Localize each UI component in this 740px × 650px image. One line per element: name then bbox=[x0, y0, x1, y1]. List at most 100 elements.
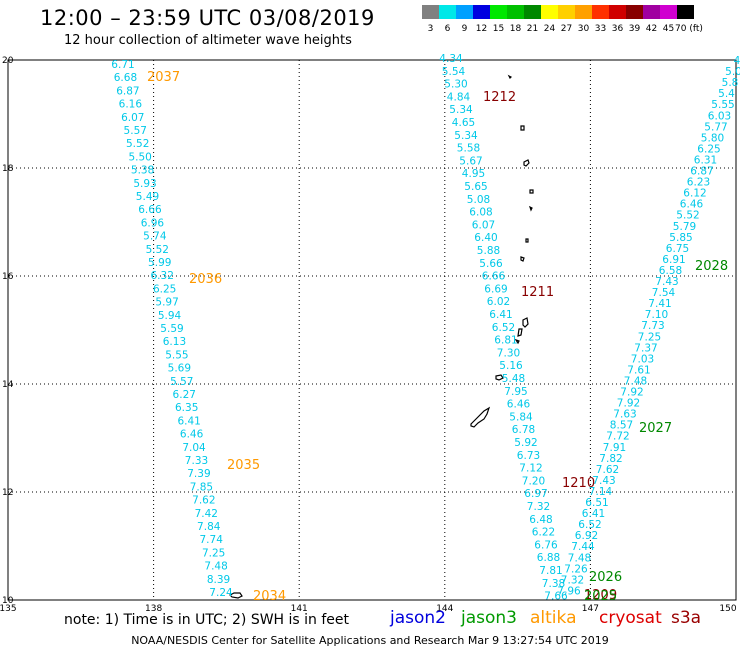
wave-height-value: 6.66 bbox=[138, 204, 162, 216]
wave-height-value: 6.75 bbox=[666, 243, 689, 255]
wave-height-value: 5.85 bbox=[669, 232, 692, 244]
wave-height-value: 4 bbox=[734, 55, 740, 67]
wave-height-value: 6.23 bbox=[687, 177, 710, 189]
wave-height-value: 7.39 bbox=[187, 468, 210, 480]
wave-height-value: 5.67 bbox=[459, 155, 482, 167]
wave-height-value: 6.76 bbox=[534, 539, 558, 551]
wave-height-value: 6.41 bbox=[177, 415, 200, 427]
wave-height-value: 6.31 bbox=[694, 154, 717, 166]
y-tick-label: 14 bbox=[2, 380, 14, 390]
wave-height-value: 7.03 bbox=[631, 353, 654, 365]
island-outline bbox=[228, 592, 243, 599]
legend-label: 6 bbox=[444, 24, 451, 34]
wave-height-value: 5.4 bbox=[718, 88, 735, 100]
wave-height-value: 7.04 bbox=[182, 442, 206, 454]
wave-height-value: 4.34 bbox=[439, 53, 463, 65]
wave-height-value: 6.96 bbox=[141, 217, 165, 229]
legend-label: 45 bbox=[662, 24, 675, 34]
wave-height-value: 6.03 bbox=[708, 110, 731, 122]
legend-label: 33 bbox=[594, 24, 607, 34]
wave-height-value: 8.39 bbox=[207, 574, 230, 586]
lat-lon-grid bbox=[7, 59, 737, 601]
wave-height-value: 5.57 bbox=[124, 125, 147, 137]
wave-height-value: 7.95 bbox=[504, 386, 527, 398]
legend-label: 24 bbox=[543, 24, 556, 34]
wave-height-value: 5.54 bbox=[442, 66, 466, 78]
wave-height-value: 7.61 bbox=[627, 364, 650, 376]
wave-height-value: 5.77 bbox=[704, 121, 727, 133]
legend-swatch bbox=[677, 5, 694, 19]
island-outline bbox=[514, 338, 520, 345]
wave-height-value: 6.13 bbox=[163, 336, 186, 348]
island-outline bbox=[517, 328, 523, 337]
island-outline bbox=[525, 238, 529, 243]
y-tick-label: 16 bbox=[2, 272, 14, 282]
wave-height-value: 7.38 bbox=[542, 578, 565, 590]
wave-height-value: 5.88 bbox=[477, 245, 500, 257]
wave-height-value: 7.43 bbox=[655, 276, 678, 288]
wave-height-value: 5.92 bbox=[514, 437, 537, 449]
wave-height-value: 7.66 bbox=[544, 591, 568, 603]
x-tick-label: 135 bbox=[0, 604, 17, 614]
wave-height-value: 7.32 bbox=[527, 501, 550, 513]
pass-label: 2037 bbox=[147, 70, 180, 85]
island-outline bbox=[507, 74, 513, 80]
wave-height-value: 5.49 bbox=[136, 191, 159, 203]
wave-height-value: 5.55 bbox=[165, 349, 188, 361]
pass-label: 2034 bbox=[253, 589, 286, 604]
wave-height-value: 6.71 bbox=[111, 59, 134, 71]
wave-height-value: 6.46 bbox=[180, 429, 204, 441]
legend-swatch bbox=[473, 5, 490, 19]
wave-height-value: 5.69 bbox=[168, 363, 191, 375]
wave-height-value: 6.35 bbox=[175, 402, 198, 414]
wave-height-value: 5.52 bbox=[126, 138, 149, 150]
wave-height-value: 6.02 bbox=[487, 296, 510, 308]
map-frame bbox=[7, 59, 737, 601]
wave-height-value: 7.41 bbox=[648, 298, 671, 310]
wave-height-value: 6.48 bbox=[529, 514, 552, 526]
legend-swatch bbox=[541, 5, 558, 19]
legend-label: 39 bbox=[628, 24, 641, 34]
legend-swatch bbox=[490, 5, 507, 19]
wave-height-value: 7.73 bbox=[641, 320, 664, 332]
map-subtitle: 12 hour collection of altimeter wave hei… bbox=[64, 33, 352, 48]
island-outline bbox=[520, 125, 525, 131]
wave-height-value: 5.57 bbox=[170, 376, 193, 388]
legend-swatch bbox=[609, 5, 626, 19]
footer-note: note: 1) Time is in UTC; 2) SWH is in fe… bbox=[64, 612, 350, 628]
wave-height-value: 7.37 bbox=[634, 342, 657, 354]
wave-height-value: 5.52 bbox=[146, 244, 169, 256]
wave-height-value: 6.27 bbox=[173, 389, 196, 401]
wave-height-value: 5.30 bbox=[444, 79, 467, 91]
wave-height-value: 6.58 bbox=[659, 265, 682, 277]
wave-height-value: 6.07 bbox=[121, 112, 144, 124]
satellite-jason2-label: jason2 bbox=[390, 608, 446, 628]
wave-height-value: 6.73 bbox=[517, 450, 540, 462]
wave-height-value: 5.34 bbox=[454, 130, 478, 142]
wave-height-value: 5.79 bbox=[673, 221, 696, 233]
wave-height-value: 7.26 bbox=[564, 563, 588, 575]
wave-height-value: 7.48 bbox=[624, 375, 647, 387]
wave-height-value: 7.20 bbox=[522, 475, 545, 487]
wave-height-value: 5.80 bbox=[701, 132, 724, 144]
wave-height-value: 6.08 bbox=[469, 207, 492, 219]
wave-height-value: 7.62 bbox=[596, 464, 619, 476]
wave-height-value: 7.48 bbox=[204, 561, 227, 573]
wave-height-value: 7.62 bbox=[192, 495, 215, 507]
wave-height-value: 5.0 bbox=[725, 66, 740, 78]
pass-label: 2035 bbox=[227, 458, 260, 473]
wave-height-value: 7.33 bbox=[185, 455, 208, 467]
wave-height-value: 5.08 bbox=[467, 194, 490, 206]
legend-label: 15 bbox=[492, 24, 505, 34]
wave-height-value: 7.82 bbox=[599, 453, 622, 465]
wave-height-value: 5.59 bbox=[160, 323, 183, 335]
wave-height-value: 6.69 bbox=[484, 283, 507, 295]
wave-height-value: 7.81 bbox=[539, 565, 562, 577]
wave-height-value: 8.57 bbox=[610, 420, 633, 432]
wave-height-value: 7.85 bbox=[190, 481, 213, 493]
legend-swatch bbox=[507, 5, 524, 19]
wave-height-value: 6.51 bbox=[585, 497, 608, 509]
credit-line: NOAA/NESDIS Center for Satellite Applica… bbox=[131, 634, 609, 647]
wave-height-value: 7.32 bbox=[561, 574, 584, 586]
wave-height-value: 5.16 bbox=[499, 360, 523, 372]
